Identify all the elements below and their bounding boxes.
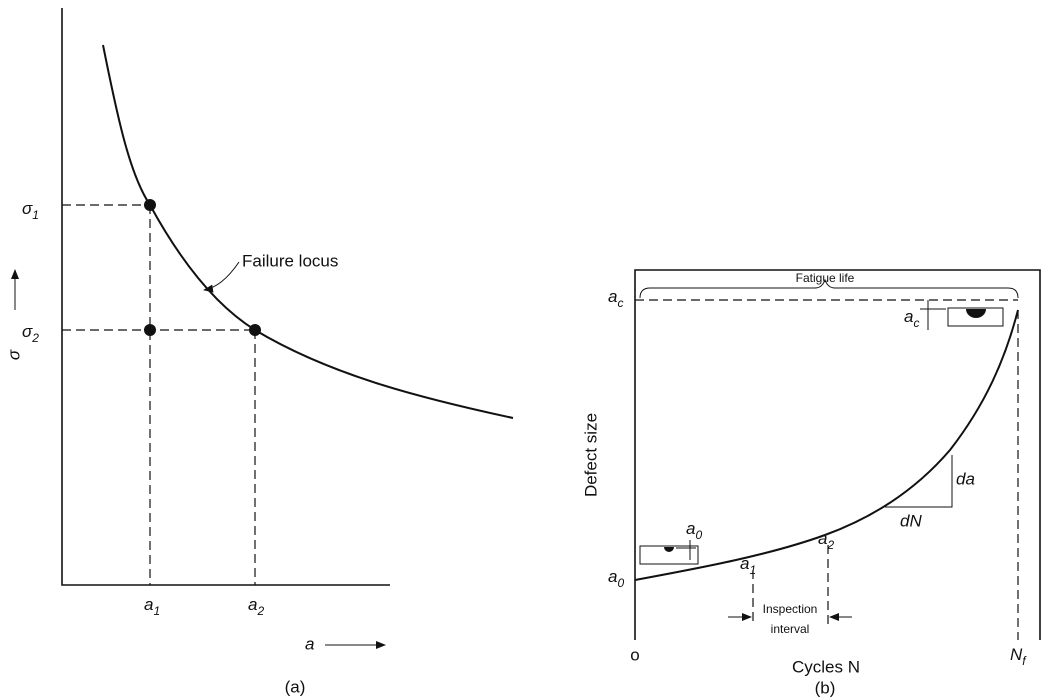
axes	[61, 8, 390, 586]
caption: (a)	[285, 677, 306, 696]
crack	[966, 309, 986, 318]
inset	[947, 307, 1004, 327]
end-label: Nf	[1010, 645, 1027, 668]
panel-a: Failure locus σ1 σ2 a1 a2 σ a (a)	[4, 8, 514, 696]
x-axis-label: a	[305, 634, 314, 653]
growth-curve	[634, 309, 1019, 581]
inset	[639, 545, 699, 565]
inset-guide	[676, 540, 696, 560]
y-axis-label: Defect size	[581, 413, 600, 497]
inset-label: ac	[904, 307, 919, 330]
axis-label: ac	[608, 287, 623, 310]
y-axis-label: σ	[4, 349, 23, 360]
guide-lines	[62, 204, 256, 585]
slope-rise: da	[956, 469, 975, 488]
axis-label: a0	[608, 567, 624, 590]
caption: (b)	[815, 678, 836, 697]
point	[144, 324, 156, 336]
inset-label: a0	[686, 519, 702, 542]
y-label: σ2	[22, 322, 39, 345]
span-label: Fatigue life	[796, 271, 855, 285]
interval-label: interval	[771, 622, 810, 636]
crack	[664, 547, 674, 552]
brace	[639, 278, 1019, 299]
panel-b: Fatigue life ac a0 ac a0 a1 a2 Inspectio…	[581, 269, 1041, 697]
failure-curve	[102, 44, 514, 419]
x-label: a1	[144, 595, 160, 618]
interval-label: Inspection	[763, 602, 818, 616]
x-axis-label: Cycles N	[792, 657, 860, 676]
inset-guide	[920, 300, 946, 330]
origin-label: o	[630, 645, 639, 664]
point	[144, 199, 156, 211]
point	[249, 324, 261, 336]
point-label: a2	[818, 529, 834, 552]
curve-label: Failure locus	[242, 251, 338, 270]
y-label: σ1	[22, 199, 39, 222]
slope-triangle	[885, 455, 953, 508]
slope-run: dN	[900, 511, 922, 530]
leader	[203, 261, 240, 293]
frame	[634, 269, 1041, 640]
point-label: a1	[740, 554, 756, 577]
x-label: a2	[248, 595, 264, 618]
